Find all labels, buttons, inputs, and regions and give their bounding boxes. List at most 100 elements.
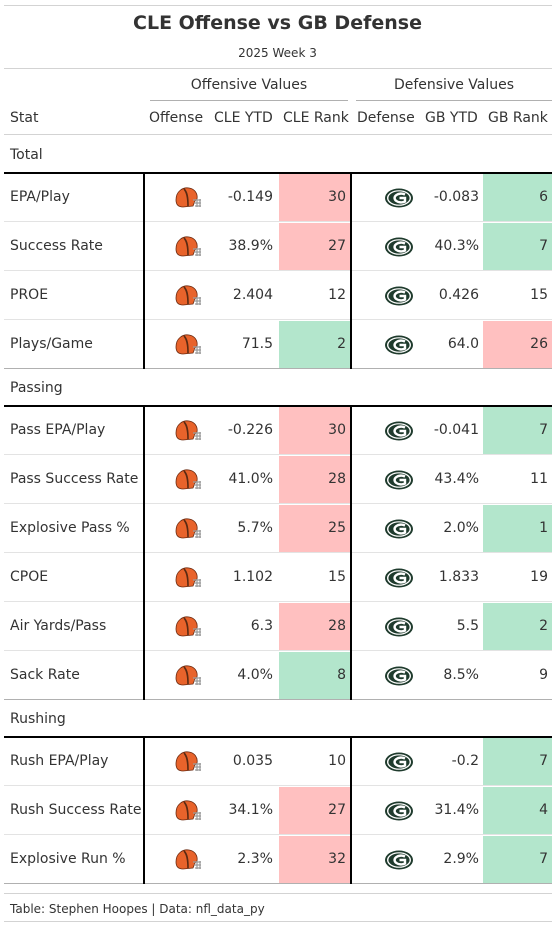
cle-rank-value: 28 [328, 617, 346, 634]
row-stat-label: Pass Success Rate [10, 470, 139, 487]
cle-rank-value: 30 [328, 421, 346, 438]
packers-g-logo-icon [385, 752, 413, 771]
browns-helmet-icon [175, 468, 201, 489]
gb-rank-value: 26 [530, 335, 548, 352]
gb-rank-value: 7 [539, 850, 548, 867]
offense-column-rule [143, 736, 145, 884]
cle-rank-value: 30 [328, 188, 346, 205]
row-stat-label: Explosive Pass % [10, 519, 130, 536]
cle-rank-highlight [279, 603, 350, 651]
cle-rank-value: 27 [328, 801, 346, 818]
cle-ytd-value: -0.149 [227, 188, 273, 205]
group-label-passing: Passing [10, 380, 63, 396]
row-divider [4, 319, 552, 320]
row-divider [4, 454, 552, 455]
gb-rank-highlight [483, 738, 552, 786]
offense-column-rule [143, 405, 145, 700]
gb-rank-highlight [483, 505, 552, 553]
packers-g-logo-icon [385, 801, 413, 820]
cle-rank-value: 25 [328, 519, 346, 536]
row-stat-label: PROE [10, 286, 49, 303]
group-top-rule [4, 172, 552, 174]
row-divider [4, 368, 552, 369]
packers-g-logo-icon [385, 617, 413, 636]
gb-rank-highlight [483, 407, 552, 455]
browns-helmet-icon [175, 419, 201, 440]
gb-ytd-value: 2.9% [443, 850, 479, 867]
packers-g-logo-icon [385, 188, 413, 207]
col-header-gb-ytd: GB YTD [425, 110, 478, 126]
cle-ytd-value: 0.035 [232, 752, 273, 769]
packers-g-logo-icon [385, 666, 413, 685]
gb-ytd-value: 1.833 [438, 568, 479, 585]
cle-rank-value: 2 [337, 335, 346, 352]
gb-ytd-value: -0.2 [451, 752, 479, 769]
browns-helmet-icon [175, 615, 201, 636]
gb-ytd-value: 64.0 [447, 335, 479, 352]
row-divider [4, 601, 552, 602]
gb-ytd-value: 0.426 [438, 286, 479, 303]
gb-rank-highlight [483, 321, 552, 369]
gb-rank-value: 7 [539, 421, 548, 438]
defense-column-rule [350, 172, 352, 369]
cle-ytd-value: 5.7% [237, 519, 273, 536]
packers-g-logo-icon [385, 850, 413, 869]
packers-g-logo-icon [385, 568, 413, 587]
group-label-total: Total [10, 147, 43, 163]
spanner-defensive-values: Defensive Values [393, 77, 515, 93]
gb-ytd-value: 8.5% [443, 666, 479, 683]
footer-divider [4, 893, 552, 894]
table-title: CLE Offense vs GB Defense [133, 12, 422, 34]
row-divider [4, 270, 552, 271]
offense-column-rule [143, 172, 145, 369]
col-header-cle-rank: CLE Rank [283, 110, 349, 126]
gb-rank-highlight [483, 836, 552, 884]
cle-rank-highlight [279, 836, 350, 884]
packers-g-logo-icon [385, 421, 413, 440]
packers-g-logo-icon [385, 519, 413, 538]
browns-helmet-icon [175, 517, 201, 538]
col-header-cle-ytd: CLE YTD [214, 110, 273, 126]
gb-rank-highlight [483, 787, 552, 835]
row-divider [4, 785, 552, 786]
gb-rank-value: 11 [530, 470, 548, 487]
gb-ytd-value: 5.5 [456, 617, 479, 634]
gb-rank-highlight [483, 223, 552, 271]
gb-rank-value: 15 [530, 286, 548, 303]
browns-helmet-icon [175, 284, 201, 305]
group-top-rule [4, 736, 552, 738]
browns-helmet-icon [175, 333, 201, 354]
col-header-gb-rank: GB Rank [488, 110, 548, 126]
row-divider [4, 834, 552, 835]
cle-rank-value: 8 [337, 666, 346, 683]
packers-g-logo-icon [385, 237, 413, 256]
gb-rank-value: 9 [539, 666, 548, 683]
cle-rank-value: 15 [328, 568, 346, 585]
spanner-defensive-line [356, 100, 552, 101]
cle-rank-value: 28 [328, 470, 346, 487]
cle-rank-highlight [279, 174, 350, 222]
row-stat-label: Rush EPA/Play [10, 752, 109, 769]
cle-rank-highlight [279, 407, 350, 455]
row-divider [4, 221, 552, 222]
browns-helmet-icon [175, 235, 201, 256]
cle-ytd-value: -0.226 [227, 421, 273, 438]
row-stat-label: Sack Rate [10, 666, 80, 683]
spanner-offensive-values: Offensive Values [190, 77, 308, 93]
cle-rank-value: 27 [328, 237, 346, 254]
gb-rank-value: 4 [539, 801, 548, 818]
cle-ytd-value: 6.3 [250, 617, 273, 634]
row-divider [4, 503, 552, 504]
row-stat-label: Plays/Game [10, 335, 93, 352]
gb-rank-highlight [483, 603, 552, 651]
packers-g-logo-icon [385, 335, 413, 354]
gb-ytd-value: -0.083 [433, 188, 479, 205]
row-divider [4, 552, 552, 553]
cle-rank-highlight [279, 652, 350, 700]
gb-ytd-value: 31.4% [434, 801, 479, 818]
cle-ytd-value: 34.1% [228, 801, 273, 818]
cle-ytd-value: 4.0% [237, 666, 273, 683]
cle-rank-highlight [279, 456, 350, 504]
row-stat-label: Explosive Run % [10, 850, 126, 867]
gb-rank-value: 7 [539, 237, 548, 254]
